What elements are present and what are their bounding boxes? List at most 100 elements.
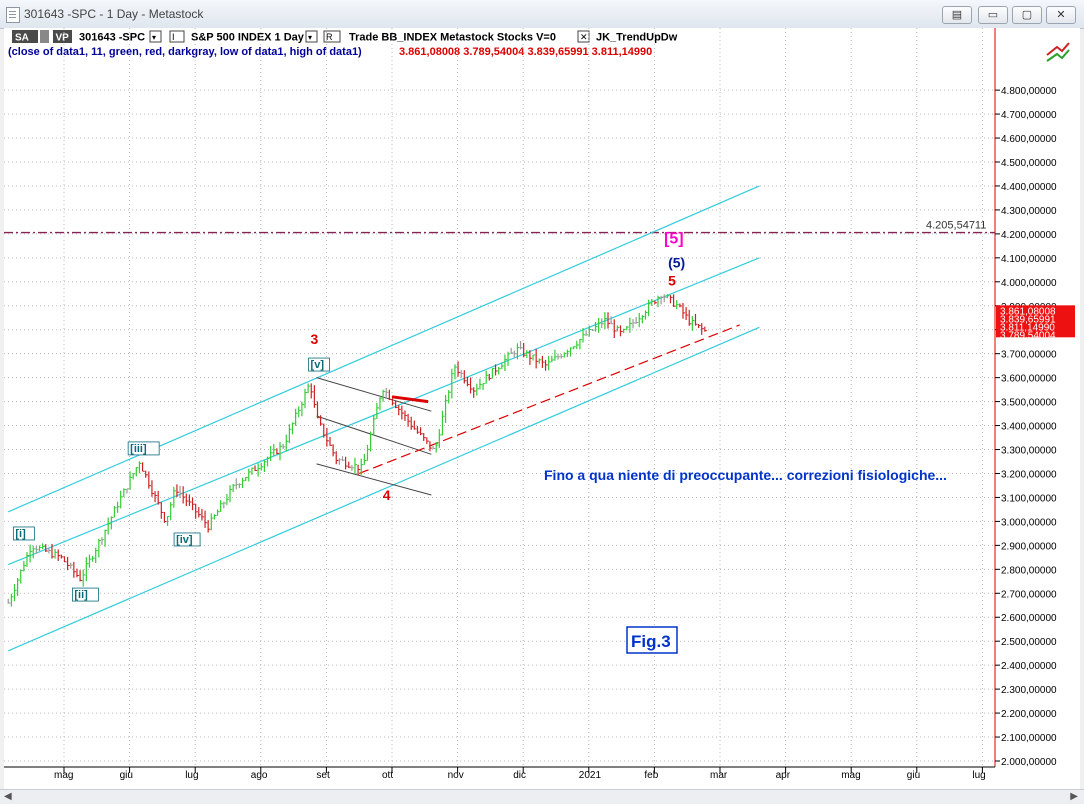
wave-label-box	[308, 357, 330, 372]
wave-label: [5]	[664, 230, 684, 247]
close-button[interactable]	[1046, 6, 1076, 24]
last-price-tag	[996, 305, 1075, 338]
indicator-name: JK_TrendUpDw	[596, 32, 678, 44]
wave-label: 3	[311, 331, 319, 347]
y-tick-label: 2.400,00000	[1001, 661, 1057, 672]
wave-label: 4	[383, 487, 391, 503]
svg-text:✕: ✕	[580, 33, 588, 43]
vp-label: VP	[56, 33, 70, 44]
last-price-label: 3.811,14990	[1000, 322, 1055, 333]
sa-dropdown-icon[interactable]	[40, 30, 49, 43]
y-tick-label: 4.600,00000	[1001, 134, 1057, 145]
correction-channel-line	[316, 463, 432, 496]
y-tick-label: 2.600,00000	[1001, 613, 1057, 624]
y-tick-label: 4.100,00000	[1001, 254, 1057, 265]
y-tick-label: 4.800,00000	[1001, 86, 1057, 97]
x-tick-label: dic	[513, 770, 526, 781]
y-tick-label: 2.300,00000	[1001, 685, 1057, 696]
wave-label-box	[173, 532, 201, 547]
x-tick-label: feb	[644, 770, 658, 781]
support-trendline	[358, 324, 740, 475]
trend-channel-line	[8, 326, 760, 652]
x-tick-label: apr	[776, 770, 791, 781]
restore-layout-button[interactable]	[942, 6, 972, 24]
interval-button[interactable]	[169, 30, 185, 43]
y-axis: 2.000,00000 2.100,00000 2.200,00000 2.300,0…	[995, 86, 1057, 768]
window-title: 301643 -SPC - 1 Day - Metastock	[24, 7, 204, 21]
r-label: R	[326, 32, 333, 42]
x-tick-label: lug	[972, 770, 985, 781]
y-tick-label: 2.900,00000	[1001, 541, 1057, 552]
r-button[interactable]	[323, 30, 341, 43]
x-tick-label: ago	[251, 770, 268, 781]
y-tick-label: 3.300,00000	[1001, 446, 1057, 457]
price-chart[interactable]: SA VP 301643 -SPC ▾ I S&P 500 INDEX 1 Da…	[4, 28, 1080, 789]
scroll-right-icon[interactable]: ▶	[1070, 791, 1078, 802]
y-tick-label: 3.400,00000	[1001, 422, 1057, 433]
y-tick-label: 3.600,00000	[1001, 374, 1057, 385]
minimize-button[interactable]	[978, 6, 1008, 24]
y-tick-label: 2.000,00000	[1001, 757, 1057, 768]
sa-label: SA	[15, 33, 29, 44]
x-tick-label: mag	[841, 770, 860, 781]
trade-info-text: Trade BB_INDEX Metastock Stocks V=0	[349, 32, 556, 44]
wave-label-box	[72, 587, 99, 602]
wave-label: [iv]	[176, 534, 193, 546]
last-price-label: 3.789,54004	[1000, 330, 1056, 341]
wave-label: [iii]	[130, 443, 147, 455]
x-tick-label: giu	[907, 770, 920, 781]
y-tick-label: 4.300,00000	[1001, 206, 1057, 217]
x-tick-label: 2021	[579, 770, 602, 781]
y-tick-label: 4.700,00000	[1001, 110, 1057, 121]
trend-tool-icon[interactable]	[1046, 42, 1070, 62]
y-tick-label: 4.000,00000	[1001, 278, 1057, 289]
interval-label: I	[172, 32, 175, 42]
wave-label-box	[12, 526, 35, 541]
wave-label: 5	[668, 272, 676, 288]
y-tick-label: 3.200,00000	[1001, 469, 1057, 480]
formula-values: 3.861,08008 3.789,54004 3.839,65991 3.81…	[399, 46, 652, 58]
symbol-dropdown-icon[interactable]	[149, 30, 162, 43]
y-tick-label: 2.800,00000	[1001, 565, 1057, 576]
last-price-label: 3.861,08008	[1000, 306, 1056, 317]
y-tick-label: 4.400,00000	[1001, 182, 1057, 193]
y-tick-label: 2.500,00000	[1001, 637, 1057, 648]
chart-area[interactable]: SA VP 301643 -SPC ▾ I S&P 500 INDEX 1 Da…	[4, 28, 1080, 789]
wave-labels: [i][ii][iii][iv][v]345(5)[5]3.861,080083…	[12, 230, 1075, 602]
price-bars	[7, 294, 708, 607]
x-tick-label: ott	[382, 770, 393, 781]
vp-button[interactable]	[53, 30, 72, 43]
y-tick-label: 3.100,00000	[1001, 493, 1057, 504]
channel-lines: 4.205,54711	[4, 185, 995, 652]
x-tick-label: giu	[120, 770, 133, 781]
x-axis: mag giu lug ago set ott nov dic 2021 feb mar apr mag…	[54, 767, 986, 781]
horizontal-scrollbar[interactable]: ◀ ▶	[0, 789, 1084, 804]
last-price-label: 3.839,65991	[1000, 314, 1056, 325]
x-tick-label: mar	[710, 770, 728, 781]
app-icon	[6, 7, 20, 23]
scroll-left-icon[interactable]: ◀	[4, 791, 12, 802]
maximize-button[interactable]	[1012, 6, 1042, 24]
breakout-marker	[391, 395, 429, 404]
svg-text:▾: ▾	[152, 33, 156, 42]
analysis-annotation: Fino a qua niente di preoccupante... cor…	[544, 467, 947, 483]
grid	[4, 28, 995, 767]
sa-button[interactable]	[12, 30, 38, 43]
wave-label: [ii]	[74, 589, 88, 601]
correction-channel-line	[316, 377, 432, 412]
y-tick-label: 2.700,00000	[1001, 589, 1057, 600]
timeframe-dropdown-icon[interactable]	[305, 30, 318, 43]
figure-label-box	[626, 626, 678, 654]
y-tick-label: 2.100,00000	[1001, 733, 1057, 744]
resistance-level-label: 4.205,54711	[926, 220, 986, 232]
trend-channel-line	[8, 185, 760, 513]
svg-text:▾: ▾	[308, 33, 312, 42]
figure-label: Fig.3	[631, 632, 671, 651]
trend-channel-line	[8, 257, 760, 566]
symbol-text: 301643 -SPC	[79, 32, 145, 44]
y-tick-label: 4.200,00000	[1001, 230, 1057, 241]
index-name-text: S&P 500 INDEX 1 Day	[191, 32, 305, 44]
formula-text: (close of data1, 11, green, red, darkgra…	[8, 46, 362, 58]
wave-label: [v]	[311, 359, 325, 371]
wave-label: [i]	[15, 528, 26, 540]
